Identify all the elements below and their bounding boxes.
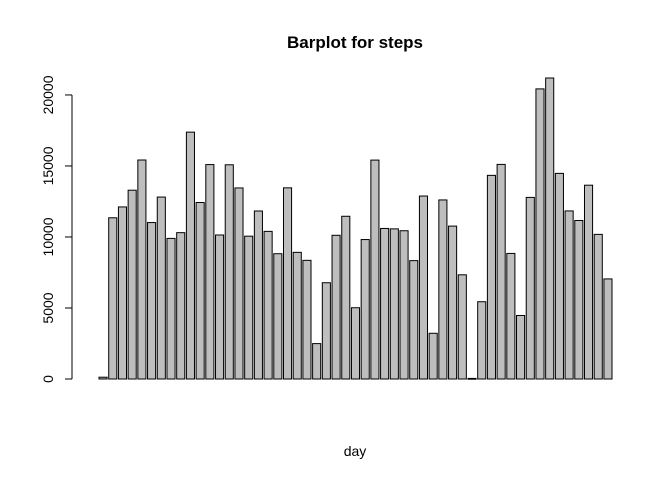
bar-10: [185, 131, 195, 380]
bar-15: [234, 187, 244, 380]
y-tick-label-15000: 15000: [40, 146, 56, 185]
y-tick-label-5000: 5000: [40, 292, 56, 323]
bar-24: [321, 282, 331, 380]
bar-19: [273, 253, 283, 380]
y-tick-label-20000: 20000: [40, 75, 56, 114]
bar-14: [224, 164, 234, 380]
bar-41: [486, 174, 496, 380]
bar-23: [312, 343, 322, 380]
bar-6: [147, 222, 157, 380]
chart-title: Barplot for steps: [287, 33, 423, 52]
bar-11: [195, 202, 205, 380]
bar-50: [574, 219, 584, 380]
x-axis-label: day: [344, 443, 367, 459]
bar-36: [438, 199, 448, 380]
bar-37: [448, 225, 458, 380]
bar-40: [477, 301, 487, 380]
bar-48: [554, 172, 564, 380]
bar-53: [603, 278, 613, 380]
bar-17: [253, 210, 263, 380]
bar-21: [292, 251, 302, 380]
bar-34: [418, 195, 429, 380]
bar-32: [399, 230, 409, 380]
bar-5: [137, 159, 147, 380]
bar-1: [98, 376, 108, 380]
bar-8: [166, 237, 176, 380]
bar-20: [282, 187, 293, 380]
bar-31: [389, 228, 399, 380]
bar-30: [380, 227, 390, 380]
bar-2: [108, 217, 118, 380]
bar-12: [205, 164, 215, 380]
y-tick-label-10000: 10000: [40, 217, 56, 256]
bar-52: [593, 233, 603, 380]
bar-13: [215, 234, 225, 380]
bar-27: [350, 307, 361, 380]
bar-44: [516, 314, 526, 380]
bar-28: [360, 239, 370, 380]
bar-38: [457, 274, 467, 380]
bar-45: [525, 196, 535, 380]
bar-47: [545, 77, 555, 380]
bar-39: [467, 377, 477, 380]
bar-29: [370, 159, 380, 380]
bar-9: [176, 232, 186, 380]
bar-42: [496, 163, 506, 380]
bar-22: [302, 259, 312, 380]
bar-25: [331, 234, 341, 380]
bars-group: [98, 77, 613, 380]
bar-43: [506, 252, 516, 380]
bar-7: [156, 196, 166, 380]
bar-49: [564, 210, 574, 380]
bar-3: [117, 206, 128, 380]
y-tick-label-0: 0: [40, 375, 56, 383]
bar-51: [583, 184, 594, 380]
bar-16: [244, 235, 254, 380]
bar-18: [263, 230, 273, 380]
bar-46: [535, 88, 545, 380]
bar-35: [428, 332, 438, 380]
bar-26: [341, 215, 351, 380]
bar-33: [409, 260, 419, 380]
y-axis: 0 5000 10000 15000 20000: [40, 75, 73, 383]
bar-4: [127, 189, 137, 380]
